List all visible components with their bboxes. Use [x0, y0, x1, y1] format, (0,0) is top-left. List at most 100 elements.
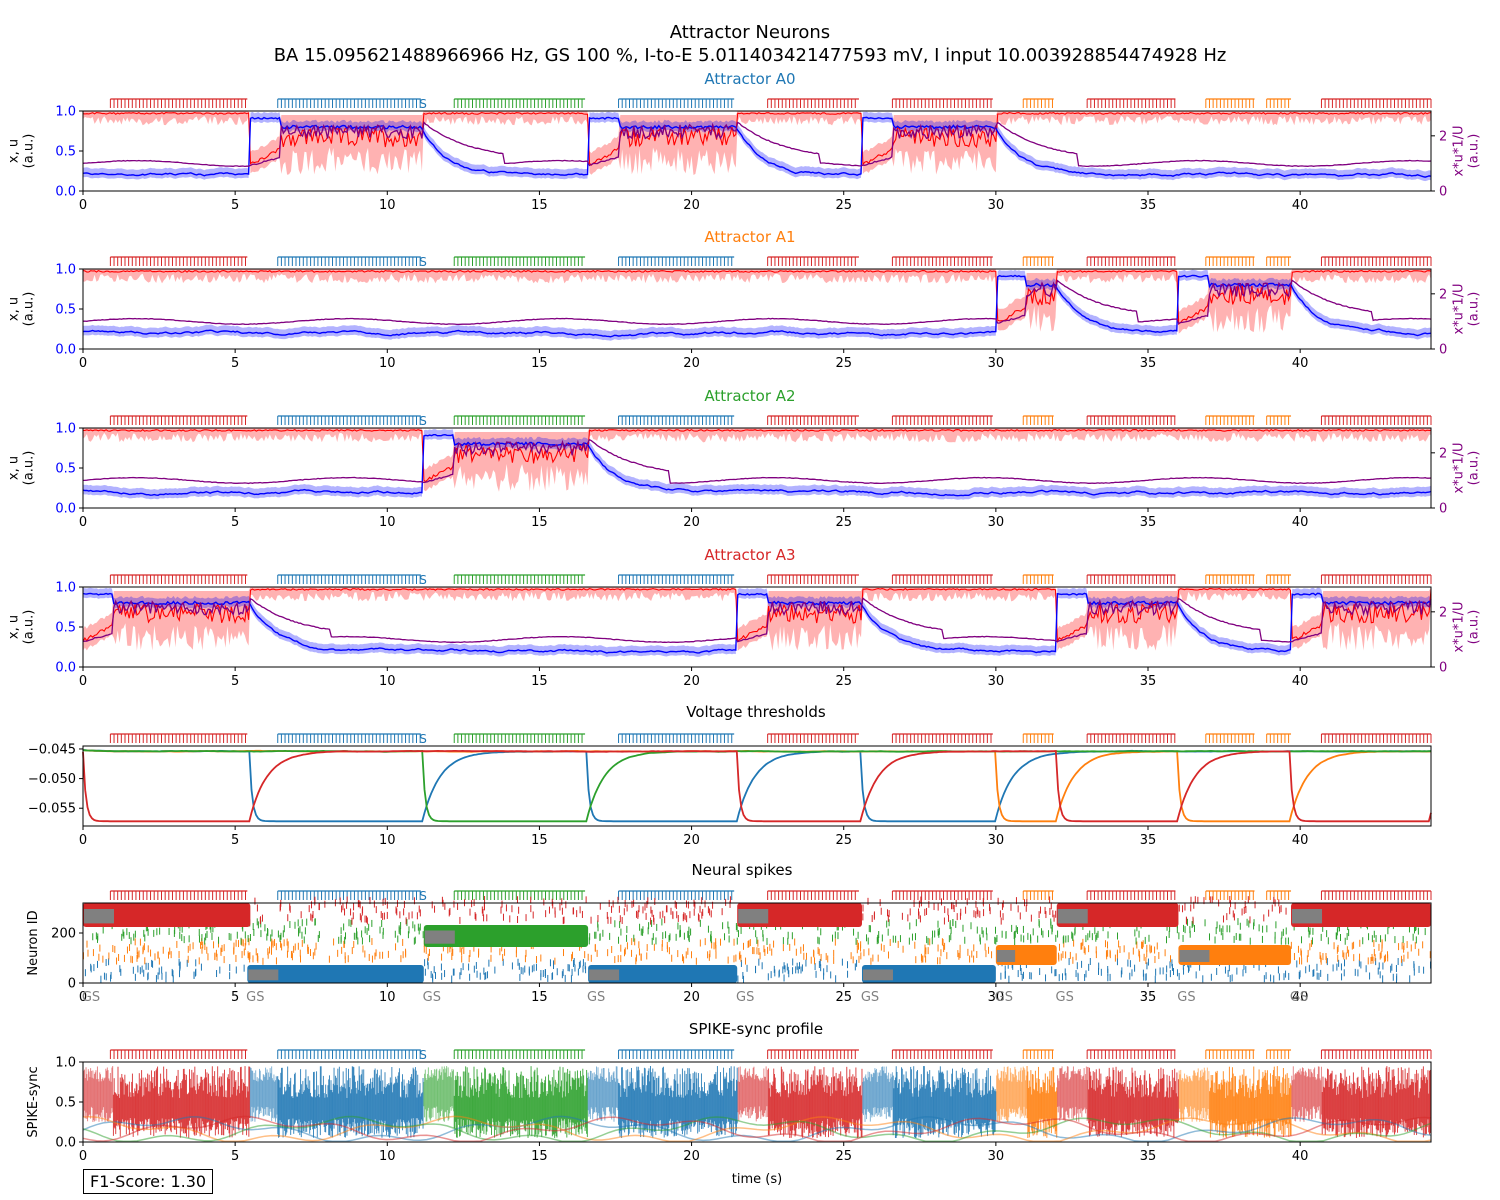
y-tick-label: −0.050	[28, 772, 76, 787]
attractor-block	[83, 903, 251, 927]
panel-title: Attractor A3	[704, 546, 795, 564]
stimulus-label: S	[419, 255, 427, 269]
sync-profile	[82, 1066, 1432, 1142]
stimulus-raster-2	[109, 415, 1432, 425]
y-tick-label: −0.045	[28, 742, 76, 757]
y-axis-label-right-line: (a.u.)	[1467, 292, 1482, 327]
x-tick-label: 25	[835, 515, 852, 530]
x-tick-label: 30	[988, 356, 1005, 371]
y-tick-label-right: 2	[1439, 605, 1447, 620]
y-tick-label-right: 0	[1439, 661, 1447, 676]
x-tick-label: 30	[988, 833, 1005, 848]
panel-title: Neural spikes	[692, 861, 793, 879]
y-axis-label-right: x*u*1/U (a.u.)	[1452, 125, 1482, 176]
stimulus-raster-3	[109, 574, 1432, 584]
gs-box	[738, 909, 769, 924]
y-axis-label-line: x, u	[7, 615, 22, 639]
gs-marker-label: GS	[995, 990, 1013, 1005]
y-axis-label-line: (a.u.)	[22, 451, 37, 486]
x-tick-label: 35	[1140, 674, 1157, 689]
y-tick-label-left: 0.5	[55, 621, 76, 636]
y-axis-label: x, u (a.u.)	[7, 610, 37, 645]
x-tick-label: 35	[1140, 198, 1157, 213]
stimulus-label: S	[419, 414, 427, 428]
x-tick-label: 20	[683, 833, 700, 848]
y-tick-label: 200	[51, 927, 76, 942]
gs-marker-label: GS	[1056, 990, 1074, 1005]
y-tick-label: −0.055	[28, 802, 76, 817]
x-tick-label: 0	[79, 198, 87, 213]
x-tick-label: 0	[79, 833, 87, 848]
y-axis-label-line: (a.u.)	[22, 134, 37, 169]
gs-marker-label: GS	[587, 990, 605, 1005]
stimulus-raster-5	[109, 890, 1432, 900]
x-tick-label: 40	[1292, 198, 1309, 213]
y-axis-label: x, u (a.u.)	[7, 451, 37, 486]
x-tick-label: 40	[1292, 356, 1309, 371]
x-tick-label: 10	[379, 674, 396, 689]
x-line	[82, 274, 1432, 338]
x-tick-label: 15	[531, 674, 548, 689]
x-tick-label: 25	[835, 674, 852, 689]
y-axis-label: x, u (a.u.)	[7, 292, 37, 327]
threshold-lines	[82, 749, 1432, 823]
y-axis-label-right-line: x*u*1/U	[1452, 125, 1467, 176]
x-tick-label: 10	[379, 833, 396, 848]
panel-title: Attractor A2	[704, 387, 795, 405]
x-tick-label: 10	[379, 990, 396, 1005]
x-tick-label: 5	[231, 674, 239, 689]
stimulus-label: S	[419, 573, 427, 587]
y-axis-label-line: x, u	[7, 297, 22, 321]
y-axis-label-line: x, u	[7, 456, 22, 480]
panel-title: SPIKE-sync profile	[689, 1020, 823, 1038]
y-tick-label-right: 0	[1439, 343, 1447, 358]
x-tick-label: 40	[1292, 990, 1309, 1005]
x-tick-label: 30	[988, 990, 1005, 1005]
y-tick-label-left: 1.0	[55, 263, 76, 278]
attractor-traces	[82, 269, 1432, 341]
stimulus-label: S	[419, 889, 427, 903]
gs-box	[862, 969, 893, 981]
y-axis-label-right-line: (a.u.)	[1467, 610, 1482, 645]
attractor-traces	[82, 111, 1432, 182]
x-tick-label: 5	[231, 356, 239, 371]
y-axis-label-line: (a.u.)	[22, 292, 37, 327]
x-tick-label: 30	[988, 674, 1005, 689]
gs-box	[248, 969, 279, 981]
gs-marker-label: GS	[861, 990, 879, 1005]
stimulus-raster-1	[109, 256, 1432, 266]
attractor-block	[588, 965, 738, 983]
x-tick-label: 15	[531, 833, 548, 848]
threshold-series-A3	[82, 749, 1432, 823]
y-tick-label-left: 1.0	[55, 105, 76, 120]
x-tick-label: 10	[379, 515, 396, 530]
y-axis-label-right-line: (a.u.)	[1467, 451, 1482, 486]
x-tick-label: 40	[1292, 674, 1309, 689]
y-tick-label-left: 0.5	[55, 145, 76, 160]
x-tick-label: 20	[683, 515, 700, 530]
gs-marker-label: GS	[736, 990, 754, 1005]
x-tick-label: 0	[79, 990, 87, 1005]
y-tick-label-right: 0	[1439, 185, 1447, 200]
y-axis-label-right: x*u*1/U (a.u.)	[1452, 283, 1482, 334]
x-tick-label: 5	[231, 990, 239, 1005]
y-tick-label: 0	[68, 977, 76, 992]
x-line	[82, 433, 1432, 497]
x-tick-label: 25	[835, 198, 852, 213]
threshold-series-A2	[82, 749, 1432, 823]
x-band	[83, 587, 1431, 657]
x-tick-label: 35	[1140, 833, 1157, 848]
attractor-block	[861, 965, 996, 983]
x-tick-label: 20	[683, 198, 700, 213]
x-tick-label: 30	[988, 515, 1005, 530]
x-tick-label: 40	[1292, 515, 1309, 530]
attractor-traces	[82, 587, 1432, 657]
x-tick-label: 35	[1140, 515, 1157, 530]
x-tick-label: 10	[379, 356, 396, 371]
u-band	[83, 269, 1431, 334]
axes-frame	[82, 902, 1432, 984]
attractor-block	[737, 903, 862, 927]
x-tick-label: 25	[835, 356, 852, 371]
attractor-block	[1291, 903, 1431, 927]
gs-marker-label: GS	[1290, 990, 1308, 1005]
